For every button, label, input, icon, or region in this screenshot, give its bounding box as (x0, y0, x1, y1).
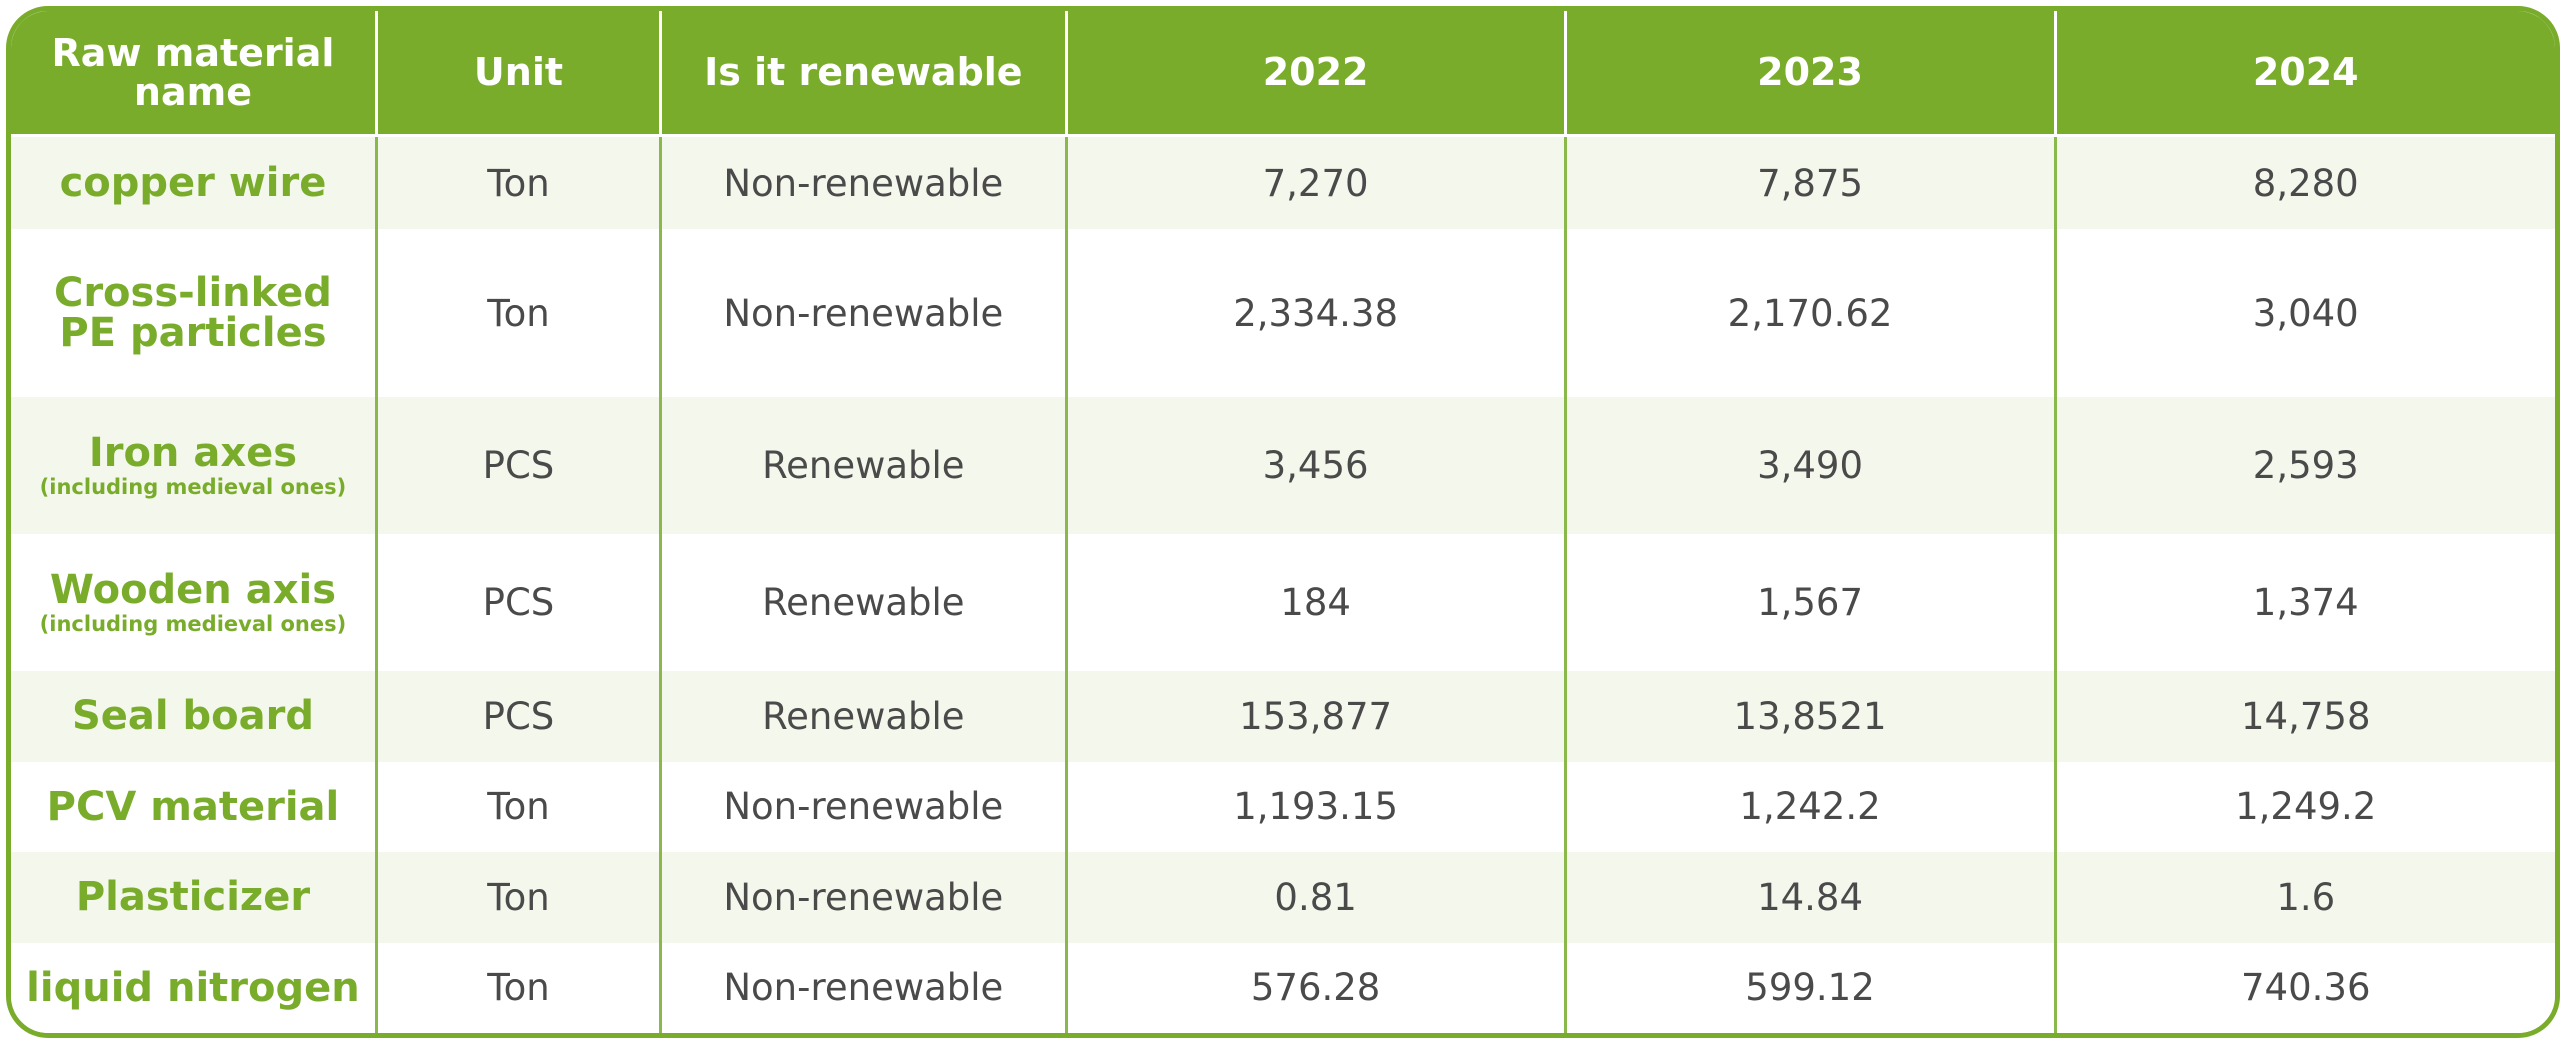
material-name: Plasticizer (75, 874, 311, 921)
material-note: (including medieval ones) (39, 475, 347, 500)
header-row: Raw material name Unit Is it renewable 2… (11, 11, 2555, 137)
cell-unit: PCS (374, 534, 661, 672)
header-is-renewable: Is it renewable (659, 11, 1067, 137)
material-name-cell: Seal board (11, 671, 377, 762)
cell-renewable: Renewable (659, 397, 1067, 535)
cell-renewable: Non-renewable (659, 942, 1067, 1033)
cell-renewable: Non-renewable (659, 135, 1067, 230)
cell-y2024: 2,593 (2053, 397, 2555, 535)
table-row: Seal board PCS Renewable 153,877 13,8521 14,7… (11, 671, 2555, 762)
cell-renewable: Non-renewable (659, 852, 1067, 943)
cell-y2024: 8,280 (2053, 135, 2555, 230)
header-raw-material-name: Raw material name (11, 11, 377, 137)
table-row: copper wire Ton Non-renewable 7,270 7,875 8,2… (11, 135, 2555, 230)
material-name-cell: Iron axes (including medieval ones) (11, 397, 377, 535)
cell-unit: Ton (374, 942, 661, 1033)
cell-y2022: 153,877 (1064, 671, 1566, 762)
cell-unit: Ton (374, 852, 661, 943)
cell-y2022: 7,270 (1064, 135, 1566, 230)
cell-y2023: 14.84 (1563, 852, 2055, 943)
header-year-2024: 2024 (2053, 11, 2555, 137)
material-note: (including medieval ones) (39, 612, 347, 637)
table-row: Plasticizer Ton Non-renewable 0.81 14.84 1.6 (11, 852, 2555, 943)
cell-unit: Ton (374, 135, 661, 230)
cell-unit: Ton (374, 761, 661, 853)
cell-y2024: 740.36 (2053, 942, 2555, 1033)
table-row: Cross-linked PE particles Ton Non-renewabl… (11, 229, 2555, 398)
cell-renewable: Renewable (659, 534, 1067, 672)
cell-unit: PCS (374, 671, 661, 762)
header-year-2022: 2022 (1064, 11, 1566, 137)
table-row: Iron axes (including medieval ones) PCS Ren… (11, 397, 2555, 535)
cell-y2022: 1,193.15 (1064, 761, 1566, 853)
material-name: copper wire (59, 160, 327, 207)
material-name: PCV material (46, 783, 340, 830)
table-row: PCV material Ton Non-renewable 1,193.15 1,24… (11, 761, 2555, 853)
header-year-2023: 2023 (1563, 11, 2055, 137)
cell-renewable: Non-renewable (659, 229, 1067, 398)
cell-y2024: 1,249.2 (2053, 761, 2555, 853)
cell-y2023: 13,8521 (1563, 671, 2055, 762)
material-name-cell: Cross-linked PE particles (11, 229, 377, 398)
cell-y2023: 599.12 (1563, 942, 2055, 1033)
material-name-cell: PCV material (11, 761, 377, 853)
materials-table-frame: Raw material name Unit Is it renewable 2… (6, 6, 2560, 1038)
material-name-cell: copper wire (11, 135, 377, 230)
cell-y2024: 3,040 (2053, 229, 2555, 398)
material-name-cell: Plasticizer (11, 852, 377, 943)
table-row: Wooden axis (including medieval ones) PCS R… (11, 534, 2555, 672)
cell-y2022: 576.28 (1064, 942, 1566, 1033)
table-row: liquid nitrogen Ton Non-renewable 576.28 599… (11, 942, 2555, 1033)
material-name: Seal board (71, 693, 314, 740)
materials-table: Raw material name Unit Is it renewable 2… (11, 11, 2555, 1033)
header-unit: Unit (374, 11, 661, 137)
material-name: Iron axes (88, 430, 298, 477)
cell-unit: Ton (374, 229, 661, 398)
cell-y2023: 2,170.62 (1563, 229, 2055, 398)
cell-y2022: 184 (1064, 534, 1566, 672)
material-name-cell: Wooden axis (including medieval ones) (11, 534, 377, 672)
cell-y2024: 1.6 (2053, 852, 2555, 943)
cell-y2024: 14,758 (2053, 671, 2555, 762)
cell-y2023: 1,567 (1563, 534, 2055, 672)
material-name: Wooden axis (49, 567, 337, 614)
cell-y2024: 1,374 (2053, 534, 2555, 672)
cell-renewable: Renewable (659, 671, 1067, 762)
table-body: copper wire Ton Non-renewable 7,270 7,875 8,2… (11, 135, 2555, 1033)
material-name-cell: liquid nitrogen (11, 942, 377, 1033)
cell-renewable: Non-renewable (659, 761, 1067, 853)
cell-y2022: 2,334.38 (1064, 229, 1566, 398)
cell-y2023: 3,490 (1563, 397, 2055, 535)
cell-y2022: 3,456 (1064, 397, 1566, 535)
material-name: Cross-linked PE particles (53, 270, 332, 357)
cell-y2023: 1,242.2 (1563, 761, 2055, 853)
cell-y2022: 0.81 (1064, 852, 1566, 943)
cell-y2023: 7,875 (1563, 135, 2055, 230)
cell-unit: PCS (374, 397, 661, 535)
material-name: liquid nitrogen (26, 964, 360, 1011)
